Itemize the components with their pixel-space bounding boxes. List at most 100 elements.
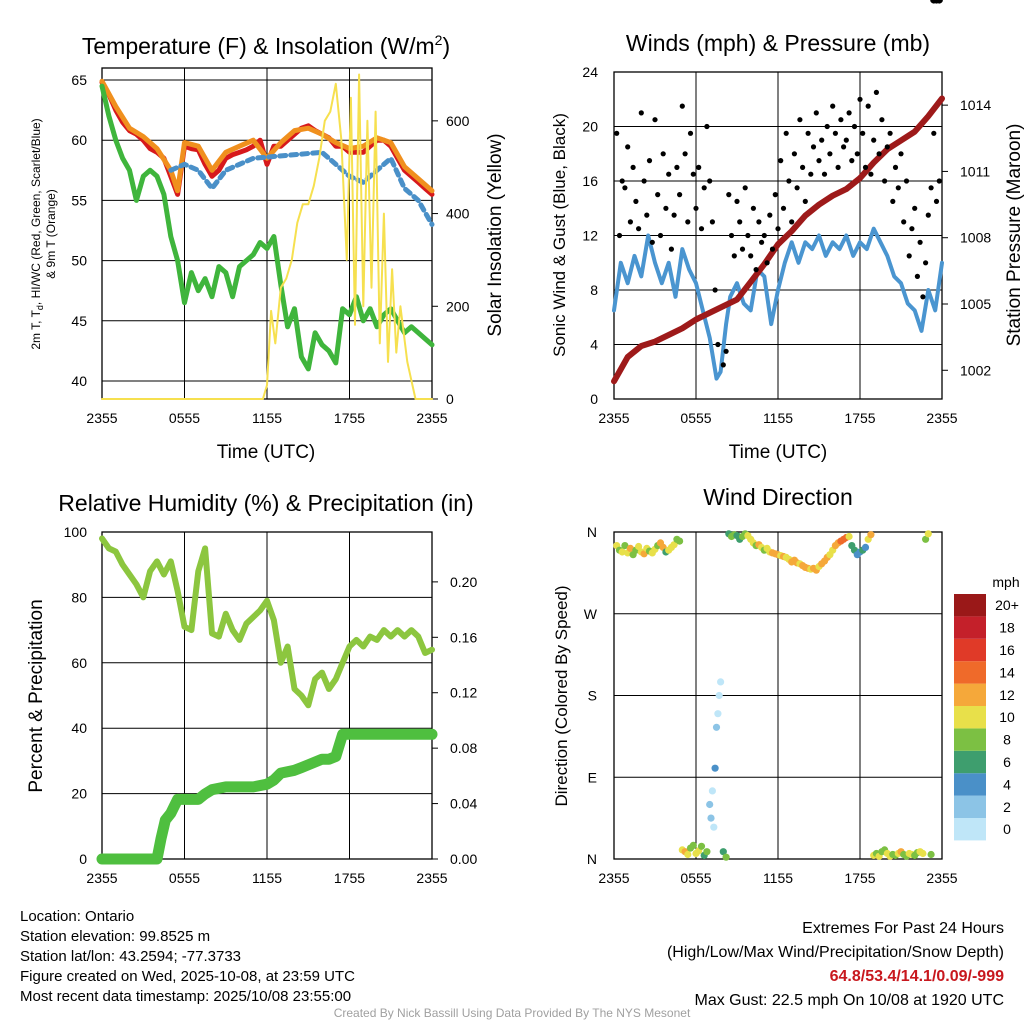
gust-point (931, 130, 937, 136)
gust-point (734, 198, 740, 204)
plot-frame (101, 531, 433, 860)
gust-point (633, 198, 639, 204)
y-tick-label: 4 (590, 337, 598, 353)
gust-point (701, 185, 707, 191)
temperature-plot: 2355 0555 1155 1755 2355 40 45 50 55 60 65 0 200 400 6… (71, 67, 470, 426)
y-tick-label: W (584, 606, 598, 622)
gust-point (742, 185, 748, 191)
direction-point (927, 850, 935, 859)
colorbar-label: 0 (1003, 821, 1011, 837)
series-precipitation (96, 728, 438, 865)
colorbar-label: 10 (999, 709, 1015, 725)
direction-point (712, 723, 721, 731)
gust-point (851, 123, 858, 130)
direction-point (684, 850, 692, 859)
x-tick-label: 1755 (334, 870, 365, 886)
gust-point (794, 185, 800, 191)
gust-point (698, 226, 705, 232)
gust-point (884, 144, 890, 150)
series-heat-index-wind-chill (168, 149, 435, 227)
gust-point (685, 219, 691, 225)
y-tick-label: N (587, 524, 597, 540)
gust-point (748, 253, 754, 259)
wind-xlabel: Time (UTC) (729, 442, 828, 463)
x-tick-label: 1155 (763, 410, 793, 426)
colorbar-label: 16 (999, 642, 1015, 658)
gust-point (696, 164, 702, 170)
gust-point (909, 226, 915, 232)
temp-title: Temperature (F) & Insolation (W/m2) (82, 32, 450, 59)
gust-point (871, 137, 877, 143)
gust-point (925, 212, 931, 218)
gust-point (882, 178, 888, 184)
wind-plot: 2355 0555 1155 1755 235504812162024100210051… (582, 64, 991, 426)
y-tick-label: S (588, 688, 597, 704)
temp-y2label: Solar Insolation (Yellow) (485, 133, 506, 336)
x-tick-label: 0555 (680, 870, 711, 886)
y-tick-label: 50 (71, 253, 87, 269)
temp-ylabel-line2: & 9m T (Orange) (44, 189, 58, 279)
gust-point (936, 178, 942, 184)
colorbar-cell (954, 773, 986, 796)
gust-point (737, 219, 743, 225)
gust-point (917, 239, 923, 245)
x-tick-label: 2355 (598, 410, 629, 426)
y2-tick-label: 0.16 (450, 629, 477, 645)
y2-tick-label: 1014 (960, 97, 991, 113)
gust-point (890, 198, 896, 204)
gust-point (759, 239, 765, 245)
direction-point (717, 678, 725, 686)
temp-xlabel: Time (UTC) (217, 442, 316, 463)
wind-ylabel: Sonic Wind & Gust (Blue, Black) (550, 113, 569, 357)
gust-point (819, 137, 825, 143)
colorbar-label: 20+ (995, 597, 1019, 613)
gust-point (775, 226, 781, 232)
gust-point (649, 239, 655, 245)
gust-point (933, 198, 940, 204)
gust-point (830, 103, 836, 109)
colorbar-title: mph (992, 574, 1019, 590)
direction-point (919, 849, 927, 858)
x-tick-label: 0555 (169, 870, 200, 886)
direction-point (722, 853, 730, 861)
gust-point (832, 130, 839, 136)
direction-point (689, 841, 697, 850)
extremes-subtitle: (High/Low/Max Wind/Precipitation/Snow De… (666, 944, 1004, 961)
gust-point (668, 246, 675, 252)
direction-point (845, 532, 853, 541)
gust-point (622, 185, 628, 191)
y2-tick-label: 0.12 (450, 685, 477, 701)
rh-plot: 2355 0555 1155 1755 2355 0 20 40 60 80 100 0.00 0.04… (64, 524, 478, 886)
y2-tick-label: 1011 (960, 163, 990, 179)
gust-point (619, 178, 625, 184)
gust-point (745, 232, 751, 239)
y-tick-label: N (587, 851, 597, 867)
wind-title: Winds (mph) & Pressure (mb) (626, 30, 930, 56)
y2-tick-label: 400 (446, 206, 470, 222)
colorbar-cell (954, 616, 986, 639)
x-tick-label: 2355 (598, 870, 629, 886)
y2-tick-label: 0.00 (450, 851, 477, 867)
gust-point (805, 130, 811, 136)
extremes-values: 64.8/53.4/14.1/0.09/-999 (829, 968, 1004, 985)
extremes-title: Extremes For Past 24 Hours (802, 920, 1004, 937)
direction-point (719, 848, 727, 856)
speed-colorbar: 0 2 4 6 8 10 12 14 16 18 20+ (954, 594, 1019, 841)
gust-point (873, 89, 880, 95)
y-tick-label: 40 (71, 720, 87, 736)
gust-point (764, 260, 770, 266)
colorbar-cell (954, 706, 986, 729)
dir-title: Wind Direction (703, 484, 853, 510)
gust-point (846, 110, 852, 116)
gust-point (660, 151, 666, 157)
gust-point (857, 96, 863, 102)
gust-point (769, 246, 776, 252)
gust-point (816, 158, 822, 164)
y2-tick-label: 200 (446, 298, 470, 314)
gust-point (614, 130, 620, 136)
gust-point (865, 103, 871, 109)
x-tick-label: 1155 (252, 410, 282, 426)
credit-text: Created By Nick Bassill Using Data Provi… (333, 1006, 691, 1020)
gust-point (704, 123, 710, 130)
